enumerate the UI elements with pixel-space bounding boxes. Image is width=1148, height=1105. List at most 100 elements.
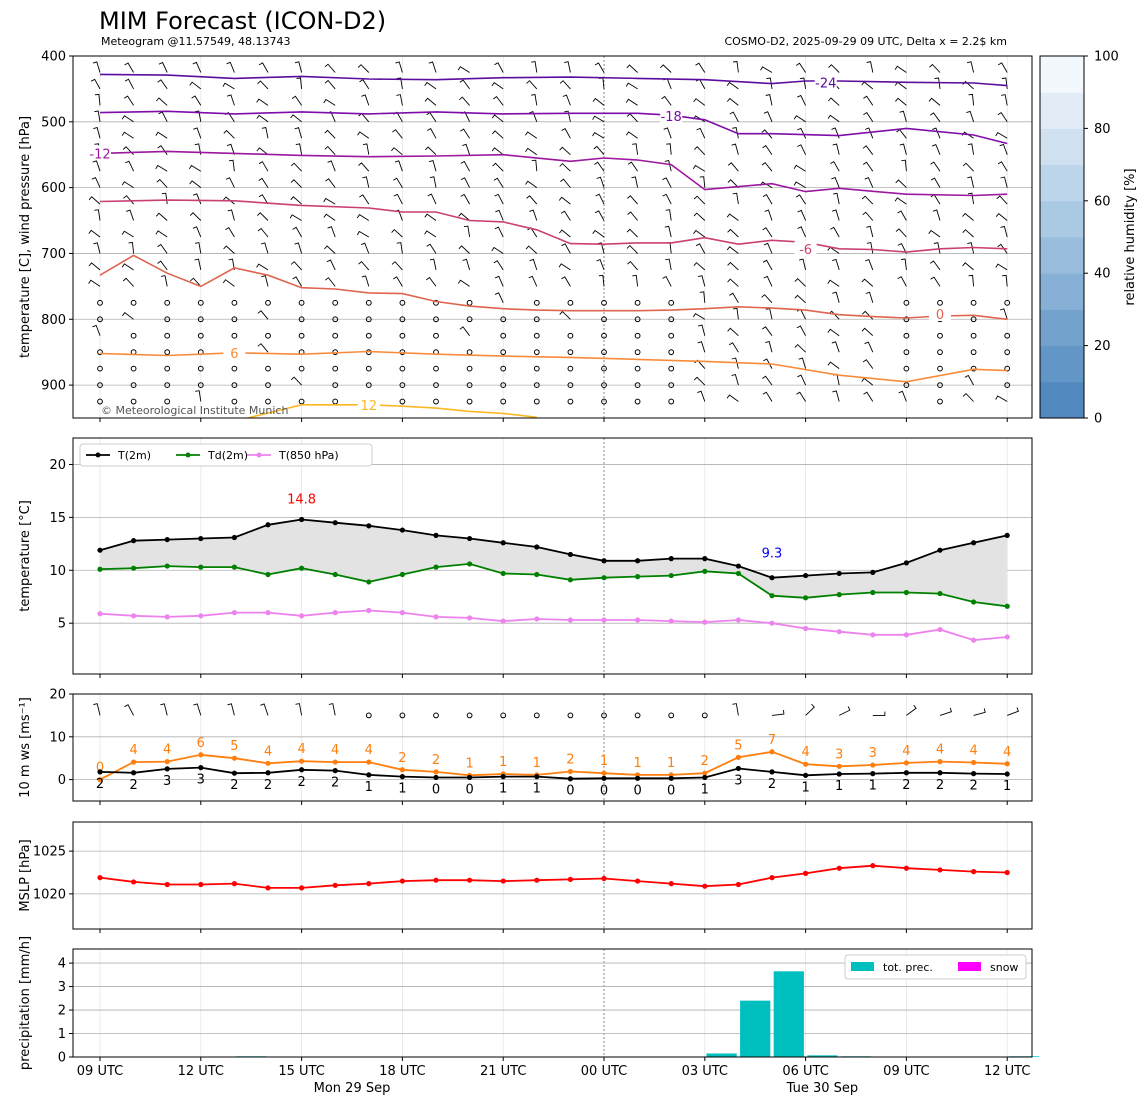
series-point [164, 614, 170, 620]
wind-barb [596, 259, 605, 271]
wind-barb-calm [164, 316, 171, 323]
wind-series-point [131, 770, 137, 776]
wind-barb [358, 112, 370, 123]
mslp-point [769, 875, 775, 881]
wind-barb-calm [433, 365, 439, 372]
wind-barb [934, 77, 941, 89]
wind-barb [895, 179, 907, 188]
wind-barb [697, 324, 706, 336]
wind-barb [289, 214, 302, 221]
wind-barb-calm [298, 398, 305, 405]
series-point [433, 564, 439, 570]
wind-barb [395, 61, 403, 73]
wind-barb [799, 77, 807, 89]
wind-value-label: 2 [230, 778, 238, 793]
series-point [836, 629, 842, 635]
wind-frame [72, 693, 1033, 802]
wind-barb [429, 176, 437, 188]
wind-barb [559, 229, 571, 238]
wind-barb [358, 260, 370, 271]
wind-barb [491, 130, 504, 139]
wind-barb-calm [970, 299, 977, 306]
surface-wind-barb [732, 703, 739, 716]
wind-barb [394, 160, 403, 172]
legend-label: T(2m) [117, 449, 151, 462]
wind-barb-calm [567, 332, 574, 339]
wind-barb [426, 243, 437, 254]
wind-value-label: 3 [869, 746, 877, 761]
surface-barb-calm [567, 712, 574, 719]
pressure-frame [72, 55, 1033, 419]
wind-barb [627, 211, 638, 221]
wind-barb [862, 145, 874, 155]
series-point [870, 632, 876, 638]
wind-barb-calm [937, 382, 943, 388]
series-point [601, 617, 607, 623]
wind-series-point [97, 777, 103, 783]
surface-barb-calm [634, 712, 641, 719]
isotherm-label-bg [89, 145, 111, 161]
series-point [971, 599, 977, 605]
isotherm-label: 0 [936, 308, 944, 323]
wind-barb [894, 81, 907, 90]
wind-barb [194, 242, 202, 254]
surface-wind-barb [906, 704, 917, 716]
wind-barb [593, 145, 605, 155]
wind-barb [157, 260, 168, 271]
wind-barb [794, 343, 806, 353]
copyright-note: © Meteorological Institute Munich [101, 404, 288, 417]
wind-barb [693, 146, 706, 156]
wind-series-point [870, 762, 876, 768]
wind-barb-calm [466, 382, 473, 388]
series-point [299, 565, 305, 571]
wind-barb [424, 97, 437, 106]
wind-barb [995, 263, 1008, 271]
series-point [265, 522, 271, 528]
wind-barb [126, 209, 135, 221]
wind-barb [966, 110, 975, 122]
wind-barb-calm [332, 365, 339, 372]
wind-barb [798, 258, 807, 271]
wind-value-label: 3 [197, 773, 205, 788]
isotherm-line [99, 150, 1008, 197]
wind-barb [932, 127, 941, 139]
wind-barb [294, 127, 303, 139]
series-point [399, 527, 405, 533]
wind-barb [460, 160, 470, 172]
wind-barb-calm [601, 382, 607, 388]
wind-barb-calm [937, 332, 943, 339]
wind-barb [831, 176, 840, 188]
wind-barb-calm [231, 316, 238, 323]
wind-barb-calm [298, 299, 305, 306]
wind-value-label: 0 [600, 783, 608, 798]
wind-barb-calm [332, 332, 339, 339]
wind-barb [726, 246, 739, 254]
wind-barb [693, 195, 706, 205]
wind-barb-calm [1004, 365, 1011, 372]
wind-barb [933, 242, 941, 254]
wind-barb [323, 197, 336, 205]
wind-barb [94, 209, 101, 221]
series-point [433, 532, 439, 538]
legend-box [79, 443, 373, 467]
series-point [803, 595, 809, 601]
series-point [500, 540, 506, 546]
wind-value-label: 4 [331, 743, 339, 758]
wind-barb [894, 65, 907, 73]
wind-y-tick-label: 10 [49, 730, 66, 745]
wind-barb [324, 79, 336, 90]
wind-series-point [601, 775, 607, 781]
day-label: Tue 30 Sep [786, 1081, 859, 1096]
wind-barb [763, 358, 773, 369]
wind-barb [595, 193, 605, 205]
series-point [97, 611, 103, 617]
series-point [735, 570, 742, 577]
wind-barb-calm [130, 299, 137, 306]
wind-series-point [399, 767, 405, 773]
wind-series-point [702, 770, 708, 776]
wind-barb [793, 181, 806, 188]
colorbar-tick-label: 40 [1094, 267, 1111, 282]
wind-barb-calm [500, 398, 507, 405]
wind-barb [561, 243, 571, 254]
wind-barb-calm [433, 398, 439, 405]
